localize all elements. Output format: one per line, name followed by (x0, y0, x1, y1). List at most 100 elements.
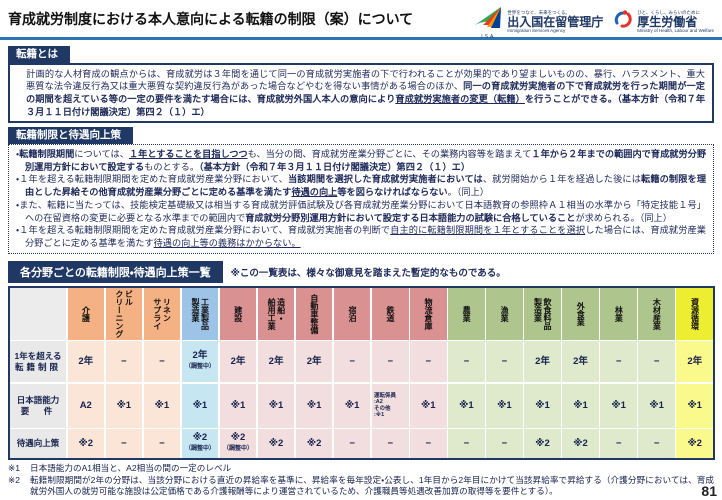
column-header: 林業 (600, 287, 637, 340)
text-segment: 計画的な人材育成の観点からは、育成就労は３年間を通じて同一の育成就労実施者の下で… (17, 68, 705, 92)
table-note: ※この一覧表は、様々な御意見を踏まえた暫定的なものである。 (230, 267, 506, 279)
table-cell-subnote: （調整中） (184, 364, 215, 371)
row-label: 日本語能力要 件 (10, 383, 66, 428)
table-cell-value: 2年 (535, 355, 550, 367)
table-cell: − (486, 429, 523, 459)
table-cell: ※1 (219, 383, 257, 428)
column-header: 農業 (448, 287, 485, 340)
bullet-3: ・また、転籍に当たっては、技能検定基礎級又は相当する育成就労評価試験及び各育成就… (16, 199, 706, 224)
table-cell-value: ※1 (154, 399, 170, 411)
mhlw-mark-icon (613, 9, 633, 36)
table-cell-value: ※2 (78, 437, 94, 449)
table-cell-value: 2年 (573, 355, 588, 367)
text-segment: １年とすることを目指しつつ (128, 149, 248, 159)
column-header: 資源循環 (676, 287, 713, 340)
table-cell: 運転係員:A2 その他:※1 (371, 383, 409, 428)
table-cell-value: ※2 (687, 437, 702, 449)
table-cell: ※1 (410, 383, 447, 428)
isa-tagline: 世界をつなぐ、未来をつくる。 (507, 10, 571, 16)
footnote-2-label: ※2 (8, 474, 20, 485)
column-header: 鉄道 (371, 287, 409, 340)
column-header-label: 資源循環 (690, 297, 700, 330)
isa-logo: ISA 世界をつなぐ、未来をつくる。 出入国在留管理庁 Immigration … (473, 5, 603, 40)
table-cell-value: 2年 (78, 355, 94, 367)
table-cell-value: ※2 (230, 432, 246, 444)
table-cell-value: 2年 (192, 350, 208, 362)
isa-plane-icon: ISA (473, 5, 503, 40)
table-cell: − (448, 341, 485, 383)
column-header-label: 飲食料品 製造業 (533, 297, 552, 330)
table-cell-value: ※1 (230, 399, 246, 411)
section-tab-seigen-taigu: 転籍制限と待遇向上策 (8, 127, 133, 144)
table-cell: − (333, 429, 371, 459)
table-cell: ※2 (257, 429, 295, 459)
text-segment: ものとする。 (144, 161, 200, 172)
table-cell-value: ※2 (306, 437, 322, 449)
table-cell: − (410, 429, 447, 459)
table-cell-small-line: :※1 (373, 412, 385, 419)
row-label-line: 転籍制限 (14, 361, 61, 372)
table-cell: 2年 （調整中） (181, 341, 219, 383)
section-tab-tenseki-toha: 転籍とは (8, 46, 70, 63)
table-cell: ※1 (600, 383, 637, 428)
bullet-2: ・１年を超える転籍制限期間を定めた育成就労産業分野において、当該期間を選択した育… (16, 173, 706, 198)
table-corner-cell (10, 287, 66, 340)
text-segment: 待遇の向上 (291, 187, 338, 198)
table-title: 各分野ごとの転籍制限・待遇向上策一覧 (8, 260, 223, 283)
column-header: 木材産業 (638, 287, 675, 340)
table-cell-value: − (653, 355, 660, 367)
mhlw-logo: ひと、くらし、みらいのために 厚生労働省 Ministry of Health,… (613, 9, 714, 36)
isa-name: 出入国在留管理庁 (507, 15, 604, 30)
table-cell: ※1 (448, 383, 485, 428)
table-cell-value: ※2 (192, 432, 208, 444)
table-cell: ※2 （調整中） (181, 429, 219, 459)
footnotes: ※1 日本語能力のA1相当と、A2相当の間の一定のレベル ※2 転籍制限期間が2… (8, 463, 714, 498)
table-cell: ※1 (181, 383, 219, 428)
text-segment: （基本方針（令和７年３月１１日付け閣議決定）第四２（１）エ） (199, 161, 471, 172)
text-segment: 。（同上） (447, 187, 489, 198)
table-cell: ※1 (143, 383, 181, 428)
table-cell: − (448, 429, 485, 459)
table-cell: − (371, 341, 409, 383)
table-cell-value: ※1 (192, 399, 208, 411)
table-cell: ※1 (295, 383, 333, 428)
text-segment: ・１年を超える転籍制限期間を定めた育成就労産業分野において、 (16, 174, 288, 185)
table-cell: ※2 （調整中） (219, 429, 257, 459)
table-cell: − (486, 341, 523, 383)
tenseki-definition-box: 計画的な人材育成の観点からは、育成就労は３年間を通じて同一の育成就労実施者の下で… (8, 62, 714, 124)
text-segment: ・また、転籍に当たっては、技能検定基礎級又は相当する育成就労評価試験及び各育成就… (16, 199, 706, 223)
table-cell-value: ※1 (687, 399, 702, 411)
mhlw-name-en: Ministry of Health, Labour and Welfare (637, 27, 714, 33)
column-header-label: 物流倉庫 (424, 297, 434, 330)
table-cell: − (410, 341, 447, 383)
table-cell-value: 2年 (230, 355, 246, 367)
table-cell: 2年 (219, 341, 257, 383)
column-header: 建設 (219, 287, 257, 340)
text-segment: 、就労開始から１年を経過した後には (482, 174, 642, 185)
row-label: 1年を超える 転籍制限 (10, 341, 66, 383)
table-cell-value: − (463, 355, 470, 367)
table-cell-value: ※1 (421, 399, 436, 411)
table-cell: 2年 (524, 341, 561, 383)
column-header-label: 工業製品 製造業 (190, 297, 210, 330)
text-segment: 当該期間を選択した育成就労実施者においては (287, 174, 483, 185)
row-label-line: 要 件 (20, 405, 56, 416)
column-header-label: 外食業 (576, 301, 586, 326)
text-segment: 等を図らなければならない (337, 187, 448, 198)
table-cell-value: − (387, 355, 394, 367)
text-segment: 転籍の制限を理由とした昇給その他育成就労産業分野ごとに定める基準を満たす (25, 174, 707, 198)
column-header-label: 介護 (81, 305, 91, 322)
table-cell: 2年 (562, 341, 599, 383)
table-cell-value: ※2 (573, 437, 588, 449)
column-header: 宿泊 (333, 287, 371, 340)
column-header-label: 宿泊 (347, 305, 357, 322)
table-cell: A2 (67, 383, 105, 428)
table-cell-value: ※1 (306, 399, 322, 411)
table-cell: − (600, 429, 637, 459)
column-header: 外食業 (562, 287, 599, 340)
table-cell-value: ※1 (535, 399, 550, 411)
footnote-1-text: 日本語能力のA1相当と、A2相当の間の一定のレベル (30, 463, 232, 474)
table-cell: ※1 (524, 383, 561, 428)
table-cell: ※1 (562, 383, 599, 428)
table-cell: − (333, 341, 371, 383)
